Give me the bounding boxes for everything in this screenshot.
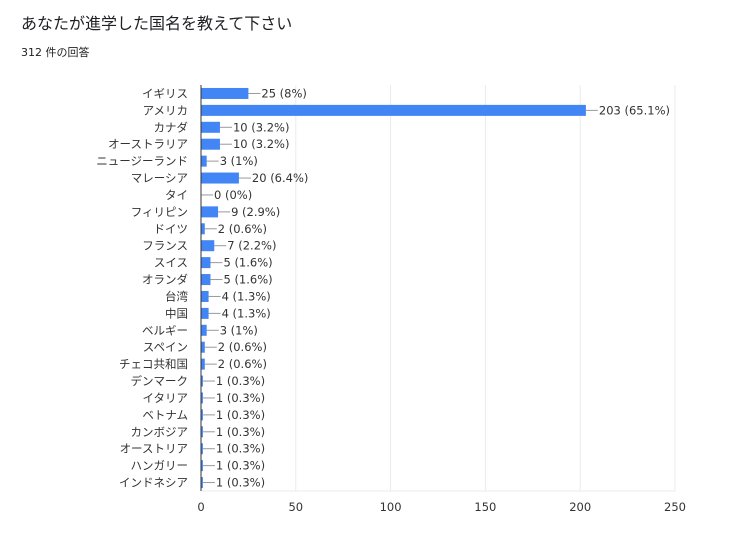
bar [201, 324, 207, 336]
data-label: 3 (1%) [220, 323, 258, 337]
bar [201, 104, 586, 116]
data-label: 1 (0.3%) [216, 425, 265, 439]
x-tick-label: 150 [474, 500, 496, 514]
bar [201, 477, 203, 489]
category-label: 中国 [165, 306, 188, 320]
bar [201, 138, 220, 150]
bar [201, 172, 239, 184]
data-label: 1 (0.3%) [216, 391, 265, 405]
category-label: インドネシア [119, 476, 188, 490]
category-label: スペイン [143, 340, 188, 354]
data-label: 2 (0.6%) [218, 340, 267, 354]
category-label: オーストラリア [108, 137, 188, 151]
bar [201, 443, 203, 455]
category-label: イギリス [142, 86, 188, 100]
bar [201, 290, 209, 302]
bar [201, 341, 205, 353]
data-label: 203 (65.1%) [599, 103, 670, 117]
bar [201, 274, 211, 286]
bar [201, 121, 220, 133]
data-label: 4 (1.3%) [222, 306, 271, 320]
bar [201, 375, 203, 387]
data-label: 20 (6.4%) [252, 171, 308, 185]
bar [201, 223, 205, 235]
bar [201, 257, 211, 269]
data-label: 1 (0.3%) [216, 408, 265, 422]
bar [201, 240, 215, 252]
bar [201, 409, 203, 421]
bar [201, 426, 203, 438]
bar [201, 155, 207, 167]
data-label: 1 (0.3%) [216, 476, 265, 490]
data-label: 10 (3.2%) [233, 137, 289, 151]
x-tick-label: 250 [664, 500, 686, 514]
category-label: スイス [154, 256, 188, 270]
bar [201, 87, 249, 99]
bar [201, 206, 219, 218]
data-label: 1 (0.3%) [216, 459, 265, 473]
category-label: オーストリア [120, 442, 188, 456]
category-label: カナダ [154, 120, 189, 134]
x-tick-label: 0 [197, 500, 204, 514]
data-label: 5 (1.6%) [223, 273, 272, 287]
category-label: チェコ共和国 [119, 357, 188, 371]
response-count: 312 件の回答 [21, 46, 90, 59]
category-label: デンマーク [131, 374, 189, 388]
question-title: あなたが進学した国名を教えて下さい [21, 14, 293, 33]
category-label: ニュージーランド [96, 154, 188, 168]
category-label: オランダ [142, 273, 188, 287]
category-label: ベルギー [142, 323, 188, 337]
bar [201, 392, 203, 404]
data-label: 1 (0.3%) [216, 442, 265, 456]
category-label: フィリピン [131, 205, 188, 219]
category-label: カンボジア [131, 425, 189, 439]
data-label: 0 (0%) [214, 188, 252, 202]
data-label: 2 (0.6%) [218, 222, 267, 236]
x-tick-label: 50 [288, 500, 303, 514]
category-label: マレーシア [131, 171, 188, 185]
data-label: 1 (0.3%) [216, 374, 265, 388]
category-label: アメリカ [143, 103, 188, 117]
bar [201, 358, 205, 370]
category-label: タイ [165, 188, 188, 202]
data-label: 3 (1%) [220, 154, 258, 168]
category-label: フランス [142, 239, 188, 253]
category-label: ドイツ [154, 222, 189, 236]
category-label: イタリア [142, 391, 188, 405]
category-label: ベトナム [142, 408, 188, 422]
x-tick-label: 100 [380, 500, 402, 514]
data-label: 4 (1.3%) [222, 289, 271, 303]
bar [201, 460, 203, 472]
category-label: ハンガリー [131, 459, 189, 473]
data-label: 7 (2.2%) [227, 239, 276, 253]
data-label: 2 (0.6%) [218, 357, 267, 371]
bar [201, 307, 209, 319]
data-label: 9 (2.9%) [231, 205, 280, 219]
data-label: 5 (1.6%) [223, 256, 272, 270]
x-tick-label: 200 [569, 500, 591, 514]
data-label: 10 (3.2%) [233, 120, 289, 134]
data-label: 25 (8%) [261, 86, 307, 100]
category-label: 台湾 [165, 289, 188, 303]
